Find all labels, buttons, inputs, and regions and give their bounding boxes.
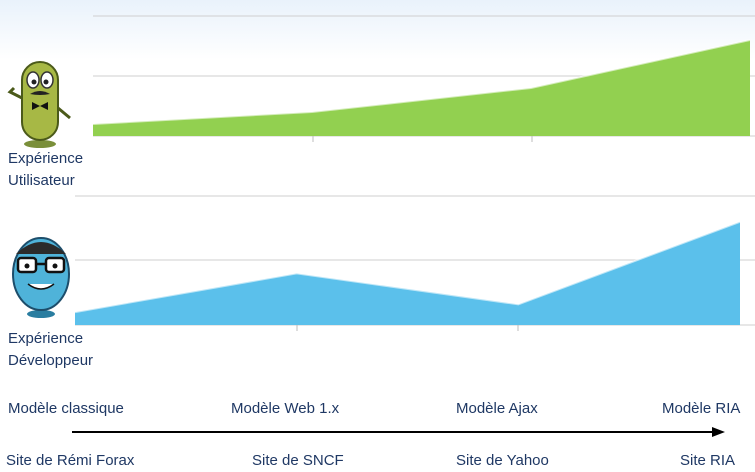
- blue-character-icon: [12, 237, 70, 318]
- y-label-developer-experience: Expérience Développeur: [8, 330, 94, 369]
- area-edge: [74, 220, 741, 314]
- y-label-user-experience: Expérience Utilisateur: [8, 150, 84, 189]
- area-edge: [92, 39, 751, 125]
- user-experience-chart: [92, 15, 755, 142]
- model-label-classic: Modèle classique: [8, 400, 124, 417]
- area-series: [75, 221, 740, 325]
- example-label-yahoo: Site de Yahoo: [456, 452, 549, 469]
- timeline-arrow: [72, 427, 725, 437]
- example-label-forax: Site de Rémi Forax: [6, 452, 135, 469]
- developer-experience-chart: [74, 195, 755, 331]
- model-label-web1x: Modèle Web 1.x: [231, 400, 340, 417]
- area-series: [93, 40, 750, 136]
- model-label-ajax: Modèle Ajax: [456, 400, 538, 417]
- example-label-sncf: Site de SNCF: [252, 452, 344, 469]
- green-character-icon: [7, 61, 71, 148]
- example-label-ria: Site RIA: [680, 452, 736, 469]
- model-label-ria: Modèle RIA: [662, 400, 741, 417]
